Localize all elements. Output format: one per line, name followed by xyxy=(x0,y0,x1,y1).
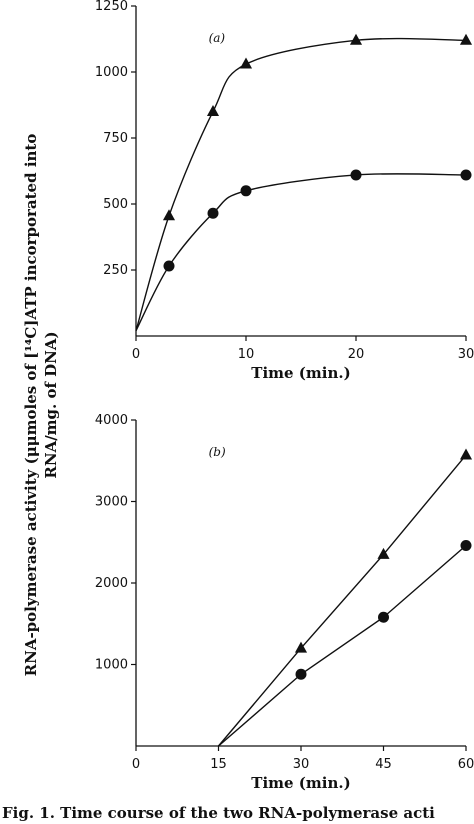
panel-b-circle-point xyxy=(460,540,472,552)
panel-a-y-tick-label: 250 xyxy=(103,263,128,278)
panel-b-panel-label: (b) xyxy=(209,445,226,459)
panel-b-y-tick-label: 1000 xyxy=(95,658,128,673)
panel-a-triangle-point xyxy=(349,33,363,45)
panel-b-series-triangle-line xyxy=(217,454,467,747)
panel-a-series-triangle-line xyxy=(135,37,467,331)
panel-a-series-circle-line xyxy=(135,173,467,332)
panel-a-y-tick-label: 1000 xyxy=(95,65,128,80)
panel-a-x-axis-title: Time (min.) xyxy=(251,364,350,382)
panel-b-circle-point xyxy=(295,668,307,680)
panel-b-y-tick-label: 2000 xyxy=(95,576,128,591)
panel-a-circle-point xyxy=(460,169,472,181)
panel-b-x-tick-label: 60 xyxy=(458,757,474,772)
panel-b-x-tick-label: 15 xyxy=(210,757,227,772)
panel-b-triangle-point xyxy=(377,547,390,559)
panel-a-circle-point xyxy=(240,185,252,197)
panel-a-x-tick-label: 20 xyxy=(348,347,365,362)
panel-b-x-axis-title: Time (min.) xyxy=(251,774,350,792)
panel-a-panel-label: (a) xyxy=(209,31,226,45)
panel-b-x-tick-label: 45 xyxy=(375,757,392,772)
panel-a-circle-point xyxy=(207,207,219,219)
panel-a-y-tick-label: 750 xyxy=(103,131,128,146)
panel-a-chart: 250 500 750 1000 1250 0 10 20 30 Time (min.) (a) xyxy=(95,0,474,382)
panel-a-x-tick-label: 30 xyxy=(458,347,474,362)
panel-a-x-tick-label: 0 xyxy=(132,347,140,362)
panel-b-x-tick-label: 0 xyxy=(132,757,140,772)
panel-a-y-tick-label: 500 xyxy=(103,197,128,212)
panel-b-x-tick-label: 30 xyxy=(293,757,310,772)
panel-a-triangle-point xyxy=(162,209,176,221)
panel-a-x-tick-label: 10 xyxy=(238,347,255,362)
panel-a-triangle-point xyxy=(206,105,220,116)
figure-caption: Fig. 1. Time course of the two RNA-polym… xyxy=(2,804,435,822)
panel-b-circle-point xyxy=(378,611,389,623)
panel-a-circle-point xyxy=(163,260,175,272)
panel-a-y-tick-label: 1250 xyxy=(95,0,128,14)
panel-b-triangle-point xyxy=(294,641,308,653)
y-axis-label-line1: RNA-polymerase activity (μμmoles of [¹⁴C… xyxy=(22,134,40,677)
panel-b-y-tick-label: 3000 xyxy=(95,495,128,510)
panel-b-y-tick-label: 4000 xyxy=(95,413,128,428)
panel-a-circle-point xyxy=(350,169,362,181)
panel-b-series-circle-line xyxy=(218,544,467,747)
panel-b-chart: 1000 2000 3000 4000 0 15 30 45 60 Time (min.) (b) xyxy=(95,413,474,792)
panel-a-triangle-point xyxy=(459,33,473,45)
panel-b-triangle-point xyxy=(459,448,473,460)
panel-a-triangle-point xyxy=(239,57,253,69)
y-axis-label-line2: RNA/mg. of DNA) xyxy=(42,331,60,478)
